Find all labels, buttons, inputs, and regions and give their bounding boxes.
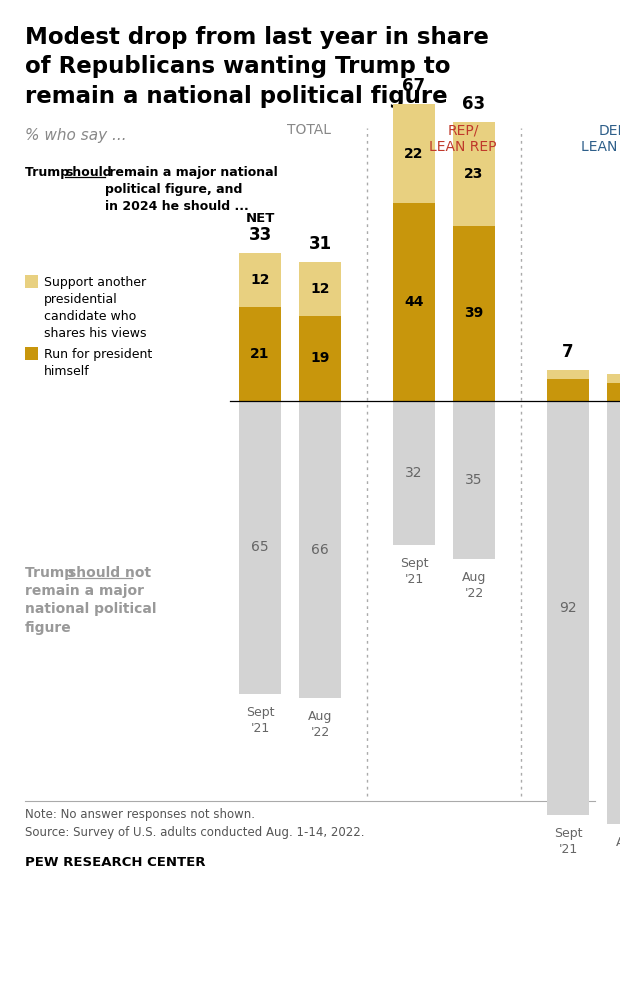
Text: 44: 44 (404, 295, 423, 309)
Text: 63: 63 (463, 95, 485, 113)
Bar (393, 203, 435, 401)
Text: 22: 22 (404, 146, 423, 160)
Bar (547, 370, 589, 378)
Bar (239, 401, 281, 693)
Bar (25, 347, 38, 360)
Bar (607, 383, 620, 401)
Text: Support another
presidential
candidate who
shares his views: Support another presidential candidate w… (44, 276, 146, 340)
Text: 32: 32 (405, 466, 423, 480)
Text: Aug
'22: Aug '22 (616, 836, 620, 865)
Text: 33: 33 (249, 225, 272, 243)
Text: 19: 19 (311, 352, 330, 366)
Bar (239, 253, 281, 307)
Text: Run for president
himself: Run for president himself (44, 348, 153, 378)
Text: Sept
'21: Sept '21 (246, 705, 274, 734)
Text: Aug
'22: Aug '22 (308, 710, 332, 739)
Text: 94: 94 (619, 606, 620, 620)
Bar (453, 122, 495, 225)
Bar (607, 374, 620, 383)
Bar (299, 316, 341, 401)
Text: remain a major
national political
figure: remain a major national political figure (25, 584, 156, 634)
Text: 31: 31 (308, 234, 332, 253)
Text: % who say ...: % who say ... (25, 128, 126, 143)
Text: Modest drop from last year in share
of Republicans wanting Trump to
remain a nat: Modest drop from last year in share of R… (25, 26, 489, 108)
Text: Source: Survey of U.S. adults conducted Aug. 1-14, 2022.: Source: Survey of U.S. adults conducted … (25, 826, 365, 839)
Bar (547, 378, 589, 401)
Text: 7: 7 (562, 343, 574, 361)
Text: 12: 12 (250, 273, 270, 287)
Text: 39: 39 (464, 306, 484, 321)
Text: 12: 12 (310, 282, 330, 296)
Text: DEM/
LEAN DEM: DEM/ LEAN DEM (581, 123, 620, 154)
Text: Trump: Trump (25, 566, 79, 580)
Text: 21: 21 (250, 347, 270, 361)
Bar (453, 401, 495, 559)
Text: 65: 65 (251, 540, 269, 554)
Bar (299, 401, 341, 698)
Text: 67: 67 (402, 77, 425, 95)
Text: Trump: Trump (25, 166, 74, 179)
Text: should: should (65, 166, 112, 179)
Text: 66: 66 (311, 543, 329, 557)
Bar (299, 262, 341, 316)
Text: Sept
'21: Sept '21 (400, 557, 428, 586)
Bar (453, 225, 495, 401)
Bar (393, 401, 435, 545)
Text: REP/
LEAN REP: REP/ LEAN REP (429, 123, 497, 154)
Text: 23: 23 (464, 166, 484, 180)
Text: PEW RESEARCH CENTER: PEW RESEARCH CENTER (25, 856, 205, 869)
Bar (393, 104, 435, 203)
Bar (239, 307, 281, 401)
Text: TOTAL: TOTAL (287, 123, 331, 137)
Text: Note: No answer responses not shown.: Note: No answer responses not shown. (25, 808, 255, 821)
Bar (547, 401, 589, 815)
Bar (25, 275, 38, 288)
Bar (607, 401, 620, 824)
Text: 35: 35 (465, 473, 483, 487)
Text: remain a major national
political figure, and
in 2024 he should ...: remain a major national political figure… (105, 166, 278, 213)
Text: NET: NET (246, 212, 275, 225)
Text: should not: should not (68, 566, 151, 580)
Text: 92: 92 (559, 601, 577, 615)
Text: Aug
'22: Aug '22 (462, 571, 486, 600)
Text: Sept
'21: Sept '21 (554, 827, 582, 856)
